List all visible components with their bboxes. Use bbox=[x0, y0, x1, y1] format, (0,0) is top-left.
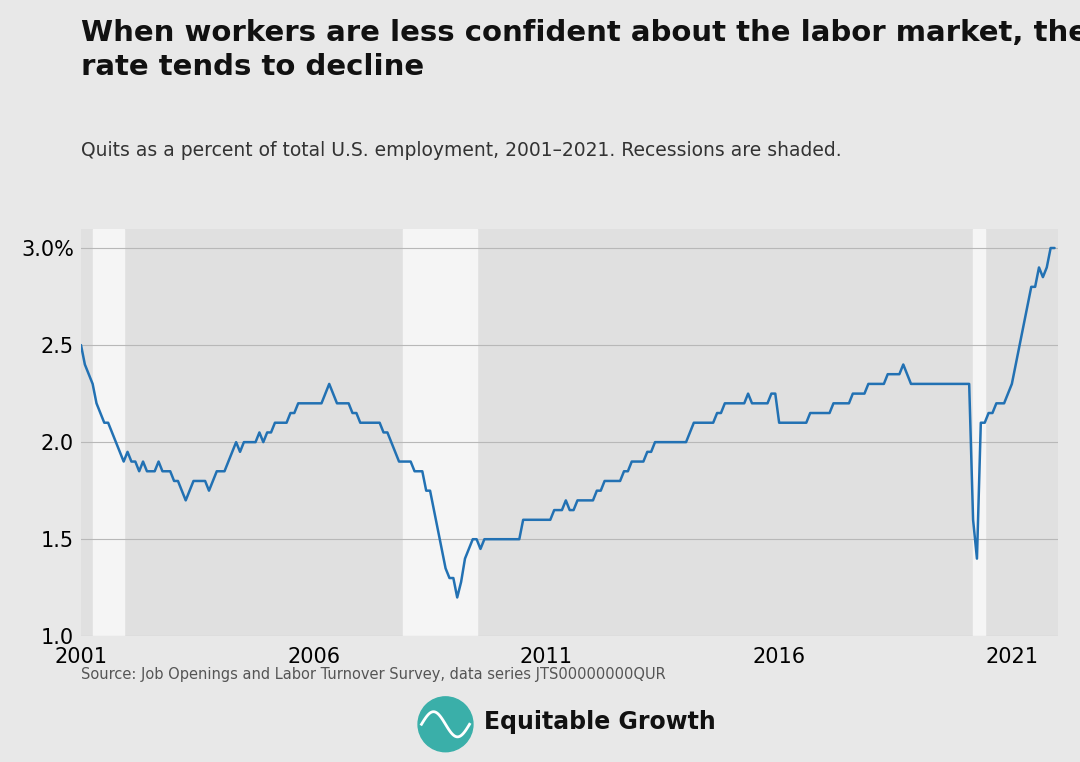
Bar bbox=[93, 229, 124, 636]
Text: Quits as a percent of total U.S. employment, 2001–2021. Recessions are shaded.: Quits as a percent of total U.S. employm… bbox=[81, 141, 841, 160]
Text: When workers are less confident about the labor market, the quits
rate tends to : When workers are less confident about th… bbox=[81, 19, 1080, 81]
Bar bbox=[403, 229, 476, 636]
Text: Source: Job Openings and Labor Turnover Survey, data series JTS00000000QUR: Source: Job Openings and Labor Turnover … bbox=[81, 667, 665, 682]
Bar bbox=[973, 229, 985, 636]
Circle shape bbox=[418, 696, 473, 751]
Text: Equitable Growth: Equitable Growth bbox=[484, 710, 716, 735]
